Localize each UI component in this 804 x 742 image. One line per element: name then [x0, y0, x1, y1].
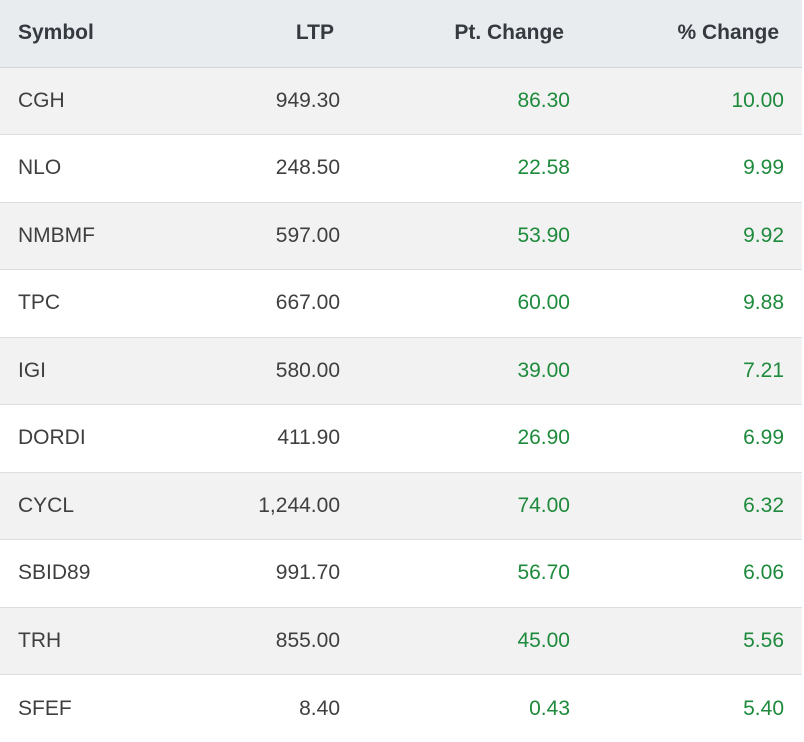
cell-ltp: 1,244.00	[200, 472, 340, 540]
table-row[interactable]: TPC 667.00 60.00 9.88	[0, 270, 802, 338]
cell-ltp: 8.40	[200, 675, 340, 742]
column-header-ltp[interactable]: LTP	[200, 0, 340, 67]
cell-ltp: 991.70	[200, 540, 340, 608]
cell-symbol[interactable]: TPC	[0, 270, 200, 338]
cell-pt-change: 39.00	[340, 337, 570, 405]
cell-symbol[interactable]: DORDI	[0, 405, 200, 473]
table-row[interactable]: DORDI 411.90 26.90 6.99	[0, 405, 802, 473]
cell-pct-change: 6.06	[570, 540, 802, 608]
cell-symbol[interactable]: NLO	[0, 135, 200, 203]
cell-ltp: 411.90	[200, 405, 340, 473]
cell-pct-change: 9.99	[570, 135, 802, 203]
cell-ltp: 580.00	[200, 337, 340, 405]
table-row[interactable]: SBID89 991.70 56.70 6.06	[0, 540, 802, 608]
cell-pt-change: 60.00	[340, 270, 570, 338]
table-row[interactable]: IGI 580.00 39.00 7.21	[0, 337, 802, 405]
column-header-pct-change[interactable]: % Change	[570, 0, 802, 67]
cell-pt-change: 86.30	[340, 67, 570, 135]
cell-symbol[interactable]: CGH	[0, 67, 200, 135]
table-row[interactable]: CYCL 1,244.00 74.00 6.32	[0, 472, 802, 540]
cell-symbol[interactable]: NMBMF	[0, 202, 200, 270]
cell-ltp: 597.00	[200, 202, 340, 270]
cell-symbol[interactable]: SFEF	[0, 675, 200, 742]
table-row[interactable]: NLO 248.50 22.58 9.99	[0, 135, 802, 203]
cell-pt-change: 45.00	[340, 607, 570, 675]
header-row: Symbol LTP Pt. Change % Change	[0, 0, 802, 67]
cell-pct-change: 9.92	[570, 202, 802, 270]
cell-pt-change: 53.90	[340, 202, 570, 270]
table-header: Symbol LTP Pt. Change % Change	[0, 0, 802, 67]
table-row[interactable]: NMBMF 597.00 53.90 9.92	[0, 202, 802, 270]
cell-pt-change: 74.00	[340, 472, 570, 540]
table-row[interactable]: CGH 949.30 86.30 10.00	[0, 67, 802, 135]
cell-pt-change: 0.43	[340, 675, 570, 742]
cell-symbol[interactable]: CYCL	[0, 472, 200, 540]
table-body: CGH 949.30 86.30 10.00 NLO 248.50 22.58 …	[0, 67, 802, 742]
cell-ltp: 248.50	[200, 135, 340, 203]
cell-symbol[interactable]: IGI	[0, 337, 200, 405]
cell-pct-change: 7.21	[570, 337, 802, 405]
cell-pct-change: 9.88	[570, 270, 802, 338]
cell-ltp: 949.30	[200, 67, 340, 135]
table-row[interactable]: SFEF 8.40 0.43 5.40	[0, 675, 802, 742]
cell-pct-change: 6.32	[570, 472, 802, 540]
cell-pt-change: 22.58	[340, 135, 570, 203]
cell-symbol[interactable]: SBID89	[0, 540, 200, 608]
cell-pt-change: 56.70	[340, 540, 570, 608]
cell-ltp: 667.00	[200, 270, 340, 338]
cell-symbol[interactable]: TRH	[0, 607, 200, 675]
cell-pct-change: 5.56	[570, 607, 802, 675]
table-row[interactable]: TRH 855.00 45.00 5.56	[0, 607, 802, 675]
cell-pt-change: 26.90	[340, 405, 570, 473]
column-header-symbol[interactable]: Symbol	[0, 0, 200, 67]
cell-ltp: 855.00	[200, 607, 340, 675]
cell-pct-change: 5.40	[570, 675, 802, 742]
column-header-pt-change[interactable]: Pt. Change	[340, 0, 570, 67]
cell-pct-change: 10.00	[570, 67, 802, 135]
cell-pct-change: 6.99	[570, 405, 802, 473]
